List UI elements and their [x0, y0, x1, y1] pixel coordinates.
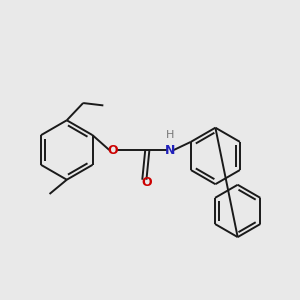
Text: N: N [165, 143, 175, 157]
Text: O: O [141, 176, 152, 189]
Text: O: O [107, 143, 118, 157]
Text: H: H [166, 130, 174, 140]
